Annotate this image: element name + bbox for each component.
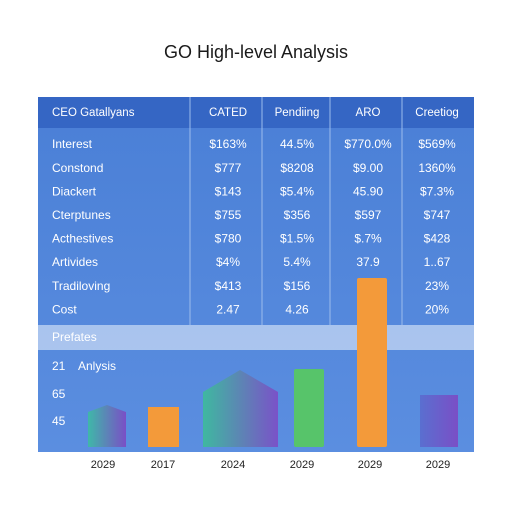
x-label: 2029 (358, 459, 382, 471)
column-header: CATED (209, 107, 247, 119)
axis-label: 21 (52, 359, 66, 373)
cell-value: $755 (215, 208, 242, 222)
cell-value: $356 (284, 208, 311, 222)
section-label: Prefates (52, 330, 97, 344)
bar-shape (203, 370, 278, 447)
cell-value: 44.5% (280, 137, 314, 151)
bar-shape (88, 405, 126, 447)
cell-value: $9.00 (353, 161, 383, 175)
cell-value: $4% (216, 255, 240, 269)
cell-value: $780 (215, 232, 242, 246)
column-header: ARO (356, 107, 381, 119)
header-row (38, 97, 474, 128)
axis-label: Anlysis (78, 359, 116, 373)
cell-value: $163% (209, 137, 247, 151)
cell-value: 23% (425, 279, 449, 293)
row-label: Artivides (52, 255, 98, 269)
cell-value: $428 (424, 232, 451, 246)
x-label: 2029 (91, 459, 115, 471)
x-label: 2024 (221, 459, 245, 471)
cell-value: $597 (355, 208, 382, 222)
axis-label: 45 (52, 414, 66, 428)
column-header: Pendiing (275, 107, 320, 119)
column-header: CEO Gatallyans (52, 107, 135, 119)
cell-value: $770.0% (344, 137, 392, 151)
cell-value: $7.3% (420, 184, 454, 198)
bars (88, 278, 458, 447)
row-label: Cterptunes (52, 208, 111, 222)
cell-value: 45.90 (353, 184, 383, 198)
row-label: Tradiloving (52, 279, 110, 293)
row-label: Interest (52, 137, 93, 151)
row-label: Diackert (52, 184, 97, 198)
row-label: Constond (52, 161, 103, 175)
x-label: 2029 (290, 459, 314, 471)
bar-shape (357, 278, 387, 447)
cell-value: $413 (215, 279, 242, 293)
title: GO High-level Analysis (164, 42, 348, 62)
cell-value: $1.5% (280, 232, 314, 246)
cell-value: 4.26 (285, 302, 309, 316)
cell-value: $747 (424, 208, 451, 222)
x-label: 2017 (151, 459, 175, 471)
column-header: Creetiog (415, 107, 458, 119)
bar-shape (294, 369, 324, 447)
cell-value: 5.4% (283, 255, 311, 269)
bar-shape (420, 395, 458, 447)
bar-shape (148, 407, 179, 447)
cell-value: $156 (284, 279, 311, 293)
cell-value: $569% (418, 137, 456, 151)
cell-value: $143 (215, 184, 242, 198)
cell-value: 2.47 (216, 302, 240, 316)
cell-value: 37.9 (356, 255, 380, 269)
cell-value: $5.4% (280, 184, 314, 198)
x-label: 2029 (426, 459, 450, 471)
cell-value: 1360% (418, 161, 456, 175)
cell-value: $.7% (354, 232, 382, 246)
row-label: Acthestives (52, 232, 113, 246)
row-label: Cost (52, 302, 77, 316)
axis-label: 65 (52, 387, 66, 401)
cell-value: $777 (215, 161, 242, 175)
cell-value: 1..67 (424, 255, 451, 269)
column-dividers (189, 97, 403, 325)
cell-value: 20% (425, 302, 449, 316)
cell-value: $8208 (280, 161, 314, 175)
section-band (38, 325, 474, 350)
